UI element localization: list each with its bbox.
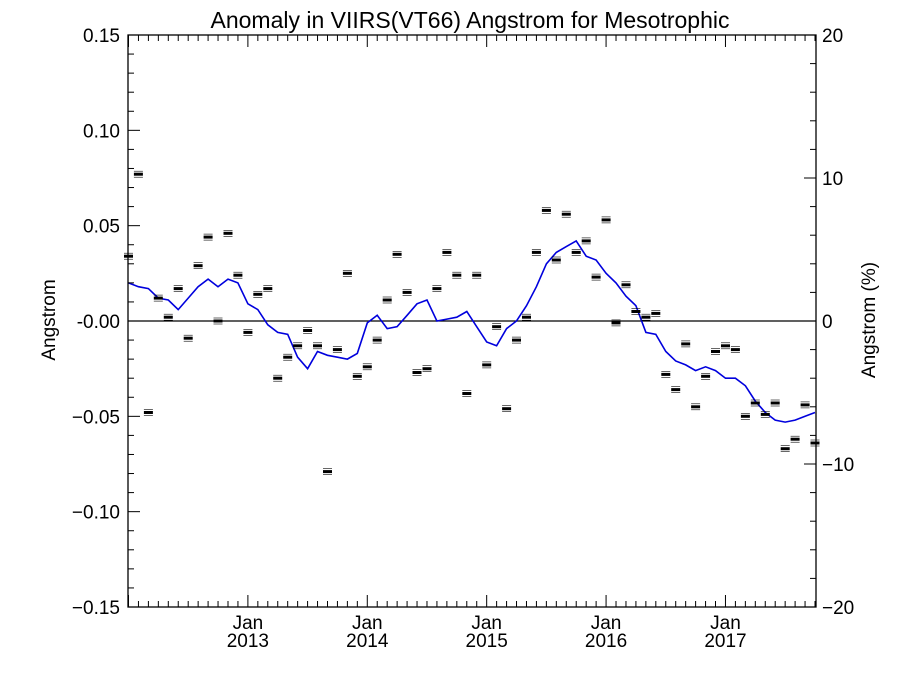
y-tick-label: −0.15 bbox=[72, 598, 120, 619]
y2-tick-label: 10 bbox=[822, 169, 843, 190]
data-point bbox=[382, 296, 392, 304]
data-point bbox=[422, 365, 432, 373]
data-point bbox=[691, 403, 701, 411]
data-point bbox=[681, 340, 691, 348]
data-point bbox=[133, 170, 143, 178]
data-point bbox=[701, 372, 711, 380]
data-point bbox=[631, 308, 641, 315]
data-point bbox=[730, 346, 740, 353]
data-point bbox=[352, 372, 362, 380]
data-point bbox=[213, 317, 223, 325]
data-point bbox=[472, 271, 482, 279]
data-point bbox=[143, 409, 153, 416]
data-point bbox=[790, 435, 800, 443]
data-point bbox=[203, 233, 213, 241]
x-tick-label-month: Jan bbox=[352, 613, 383, 634]
data-point bbox=[780, 445, 790, 453]
y2-axis-label: Angstrom (%) bbox=[859, 262, 880, 378]
series-line bbox=[128, 239, 816, 423]
data-point bbox=[512, 336, 521, 344]
data-point bbox=[462, 390, 472, 397]
x-tick-label-year: 2015 bbox=[466, 631, 508, 652]
data-point bbox=[502, 405, 512, 413]
data-point bbox=[323, 468, 332, 475]
y2-tick-label: −20 bbox=[822, 598, 854, 619]
data-point bbox=[263, 285, 273, 292]
data-point bbox=[452, 271, 462, 279]
data-point bbox=[223, 230, 233, 237]
y-tick-label: −0.10 bbox=[72, 503, 120, 524]
data-point bbox=[591, 273, 601, 281]
data-point bbox=[482, 361, 492, 369]
data-point bbox=[283, 353, 293, 361]
data-point bbox=[392, 251, 402, 258]
data-point bbox=[303, 327, 313, 334]
data-point bbox=[412, 369, 422, 376]
y-tick-label: −0.05 bbox=[72, 407, 120, 428]
data-point bbox=[721, 342, 730, 350]
data-point bbox=[671, 386, 681, 393]
x-tick-label-month: Jan bbox=[471, 613, 502, 634]
y-tick-label: 0.15 bbox=[83, 26, 120, 47]
data-point bbox=[571, 249, 581, 256]
data-point bbox=[183, 334, 193, 342]
data-point bbox=[522, 313, 531, 321]
data-point bbox=[362, 363, 372, 371]
data-point bbox=[800, 401, 810, 409]
data-point bbox=[253, 290, 263, 298]
data-point bbox=[432, 285, 442, 292]
data-point bbox=[531, 249, 541, 256]
data-point bbox=[611, 319, 621, 327]
data-point bbox=[243, 329, 253, 336]
data-point bbox=[193, 262, 203, 270]
data-point bbox=[492, 323, 502, 331]
y-tick-label: 0.05 bbox=[83, 217, 120, 238]
y-tick-label: -0.00 bbox=[77, 312, 120, 333]
data-point bbox=[233, 271, 243, 279]
y-axis-label: Angstrom bbox=[39, 279, 60, 360]
data-point bbox=[711, 348, 720, 355]
data-point bbox=[551, 256, 561, 264]
x-tick-label-year: 2014 bbox=[346, 631, 389, 652]
data-point bbox=[651, 310, 661, 317]
x-tick-label-month: Jan bbox=[591, 613, 622, 634]
data-point bbox=[372, 336, 382, 344]
data-point bbox=[541, 207, 551, 214]
data-point bbox=[810, 439, 820, 447]
data-point bbox=[332, 346, 342, 353]
y2-tick-label: 20 bbox=[822, 26, 843, 47]
data-point bbox=[342, 269, 352, 277]
chart-title: Anomaly in VIIRS(VT66) Angstrom for Meso… bbox=[211, 7, 730, 33]
x-tick-label-month: Jan bbox=[710, 613, 741, 634]
data-point bbox=[153, 294, 163, 302]
data-point bbox=[173, 285, 183, 292]
data-point bbox=[661, 371, 671, 378]
data-point bbox=[163, 313, 173, 321]
data-point bbox=[442, 249, 452, 256]
data-point bbox=[740, 412, 750, 420]
x-tick-label-year: 2013 bbox=[227, 631, 269, 652]
data-point bbox=[293, 342, 303, 350]
x-tick-label-year: 2016 bbox=[585, 631, 627, 652]
y2-tick-label: −10 bbox=[822, 455, 854, 476]
data-point bbox=[750, 399, 760, 407]
data-point bbox=[760, 411, 770, 418]
x-tick-label-month: Jan bbox=[233, 613, 264, 634]
y2-tick-label: 0 bbox=[822, 312, 833, 333]
data-point bbox=[402, 289, 412, 296]
data-point bbox=[621, 281, 631, 289]
data-point bbox=[641, 313, 651, 321]
data-point bbox=[313, 342, 322, 350]
x-tick-label-year: 2017 bbox=[704, 631, 746, 652]
y-tick-label: 0.10 bbox=[83, 121, 120, 142]
data-point bbox=[273, 374, 283, 382]
data-point bbox=[770, 399, 780, 407]
data-point bbox=[581, 237, 591, 245]
data-point bbox=[601, 216, 611, 224]
data-point bbox=[561, 210, 571, 218]
